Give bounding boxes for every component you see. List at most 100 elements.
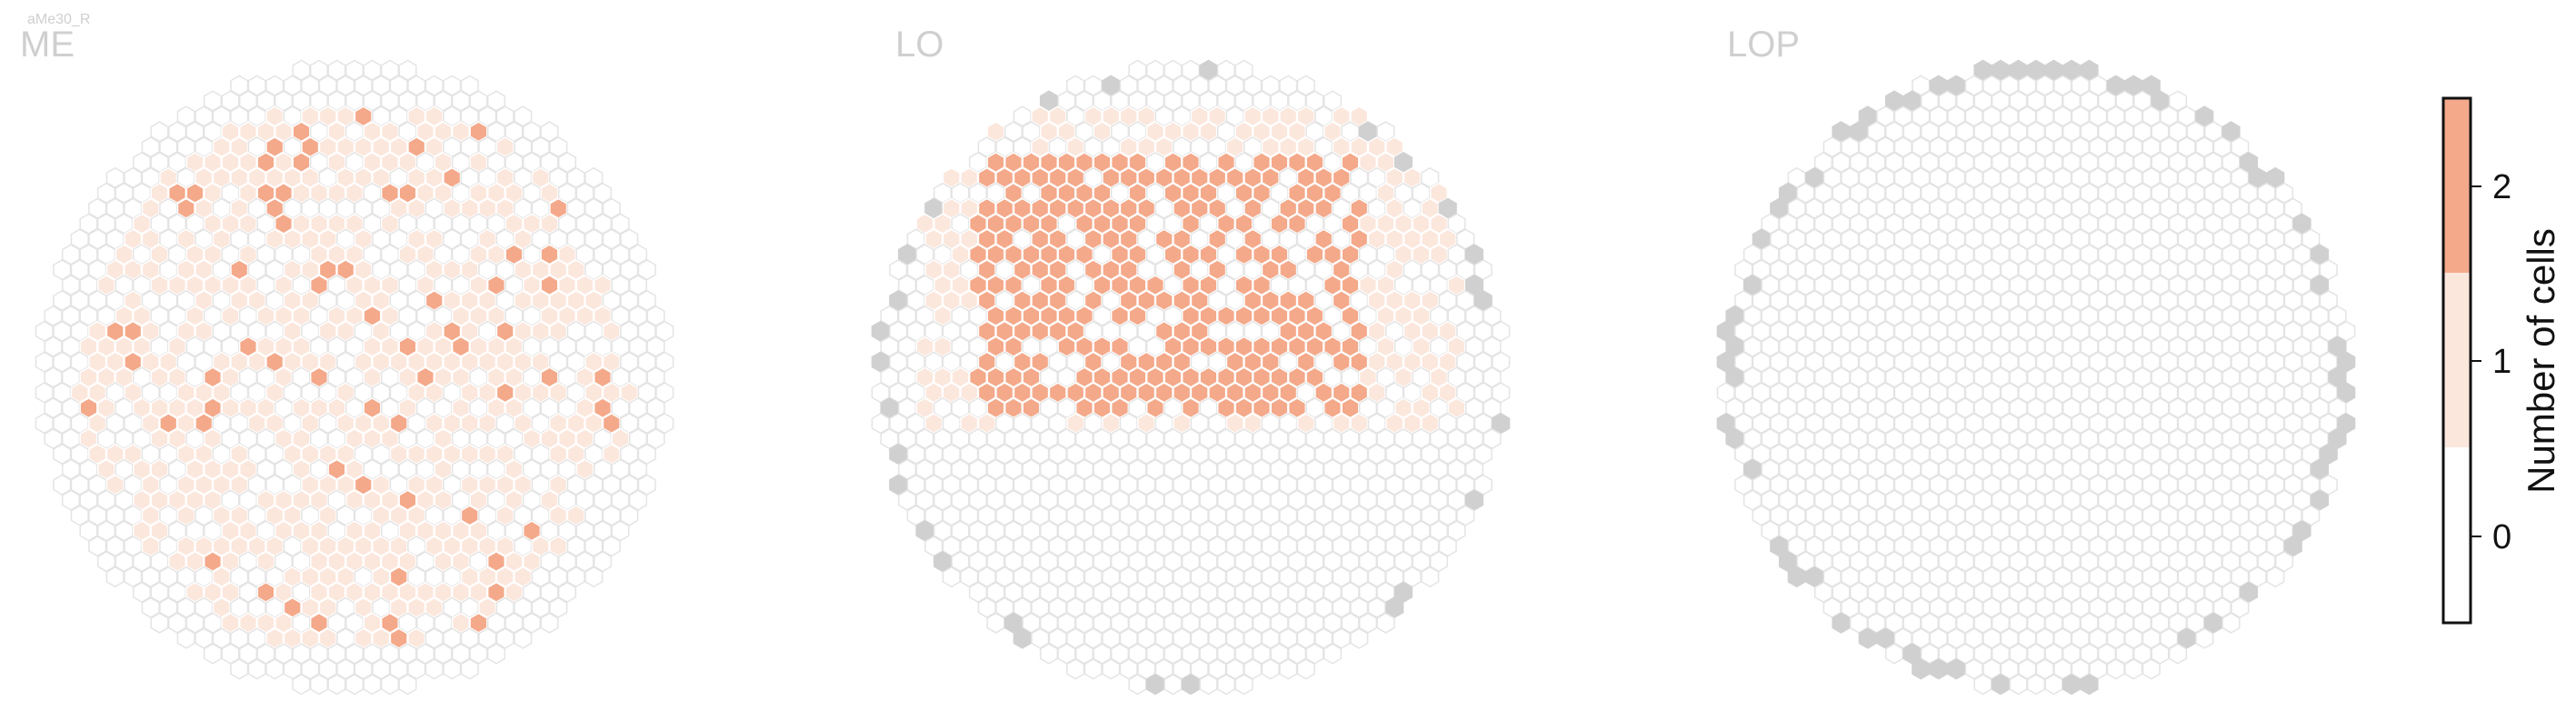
hex-cell [212,596,231,618]
hex-cell [995,289,1014,312]
hex-cell [265,75,285,96]
hex-cell [230,536,249,557]
hex-cell [1137,136,1156,158]
hex-cell [1110,366,1130,388]
hex-cell [115,520,134,542]
hex-cell [105,351,125,373]
hex-cell [611,458,630,480]
hex-cell [1305,366,1324,388]
hex-cell [549,136,568,158]
hex-cell [354,105,373,127]
hex-cell [986,151,1005,174]
hex-grid-me [35,59,674,696]
hex-cell [1093,305,1112,327]
hex-cell [531,505,550,526]
hex-cell [549,566,568,588]
hex-cell [1367,259,1386,281]
hex-cell [327,581,346,604]
hex-cell [1066,320,1085,342]
hex-cell [557,366,577,388]
hex-cell [557,551,577,573]
hex-cell [203,643,223,665]
hex-cell [1393,275,1413,296]
hex-cell [372,166,391,189]
hex-cell [1358,275,1378,296]
hex-cell [531,197,550,219]
hex-cell [336,351,355,373]
hex-cell [1234,366,1253,388]
hex-cell [292,151,311,174]
hex-cell [389,136,408,158]
hex-cell [203,213,223,235]
hex-cell [933,366,953,388]
hex-cell [1066,75,1085,96]
hex-cell [504,335,524,357]
hex-cell [451,458,471,480]
hex-cell [1358,213,1378,235]
hex-cell [478,197,497,219]
hex-cell [1341,366,1360,388]
hex-cell [363,551,382,573]
hex-cell [124,505,143,526]
hex-cell [611,275,630,296]
hex-cell [531,351,550,373]
hex-cell [469,458,488,480]
hex-cell [1421,166,1440,189]
hex-cell [1173,289,1192,312]
hex-cell [185,458,205,480]
hex-cell [960,197,979,219]
hex-cell [1358,397,1378,419]
hex-cell [1066,136,1085,158]
hex-cell [363,182,382,204]
hex-cell [283,536,302,557]
hex-cell [88,228,107,250]
hex-cell [1102,289,1121,312]
hex-cell [238,551,258,573]
hex-cell [327,121,346,143]
hex-cell [522,520,542,542]
hex-cell [88,289,107,312]
hex-cell [1216,397,1236,419]
hex-cell [486,581,506,604]
hex-cell [1358,121,1378,143]
hex-cell [2222,612,2241,634]
hex-cell [301,320,320,342]
hex-cell [150,244,169,265]
hex-cell [1305,121,1324,143]
hex-cell [1296,105,1315,127]
hex-cell [398,520,417,542]
hex-cell [951,244,970,265]
hex-cell [557,305,577,327]
hex-cell [301,228,320,250]
hex-cell [203,397,223,419]
hex-cell [460,75,479,96]
hex-cell [1013,382,1032,404]
hex-cell [1243,382,1263,404]
hex-cell [986,335,1005,357]
hex-cell [318,536,337,557]
hex-cell [1287,427,1307,450]
hex-cell [354,443,373,466]
hex-cell [1323,458,1343,480]
hex-cell [318,627,337,649]
hex-cell [1350,413,1369,435]
hex-cell [889,474,908,496]
hex-cell [557,458,577,480]
hex-cell [1332,105,1351,127]
hex-cell [593,305,613,327]
hex-cell [336,136,355,158]
hex-cell [602,289,621,312]
hex-cell [274,520,294,542]
hex-cell [318,320,337,342]
hex-cell [593,489,613,511]
hex-cell [309,244,329,265]
hex-cell [995,136,1014,158]
hex-cell [380,121,400,143]
hex-cell [584,566,604,588]
hex-cell [318,443,337,466]
hex-cell [212,566,231,588]
hex-cell [398,275,417,296]
hex-cell [1393,305,1413,327]
hex-cell [1048,105,1067,127]
hex-cell [1421,443,1440,466]
